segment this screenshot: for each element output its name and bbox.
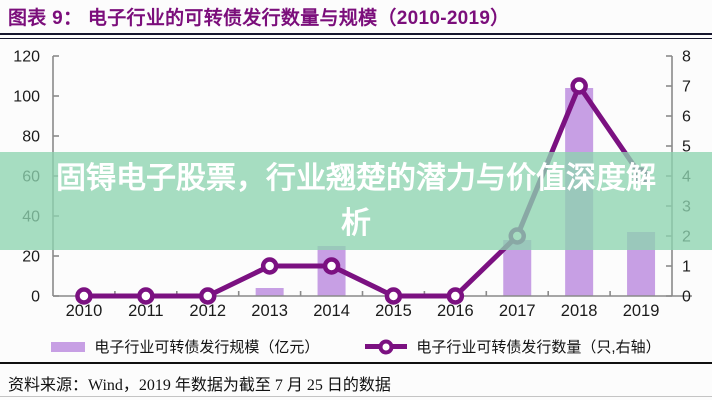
x-category-label: 2018 — [561, 302, 598, 320]
marker-2016 — [446, 287, 465, 305]
right-tick-label: 1 — [682, 259, 691, 276]
legend-item-scale: 电子行业可转债发行规模（亿元） — [51, 336, 319, 357]
header: 图表 9： 电子行业的可转债发行数量与规模（2010-2019） — [0, 0, 712, 33]
overlay-banner: 固锝电子股票，行业翘楚的潜力与价值深度解析 — [0, 152, 712, 250]
bottom-divider — [0, 396, 712, 397]
x-category-label: 2010 — [66, 302, 103, 320]
marker-2018 — [570, 77, 588, 95]
marker-2014 — [322, 257, 341, 275]
right-tick-label: 5 — [682, 139, 691, 156]
overlay-text: 固锝电子股票，行业翘楚的潜力与价值深度解析 — [56, 162, 656, 240]
x-category-label: 2012 — [189, 302, 226, 320]
x-category-label: 2013 — [251, 302, 288, 320]
right-tick-label: 8 — [682, 49, 691, 66]
source-text: 资料来源：Wind，2019 年数据为截至 7 月 25 日的数据 — [8, 377, 391, 394]
left-tick-label: 0 — [31, 289, 40, 306]
title-divider — [0, 33, 712, 39]
line-marker-swatch-icon — [365, 344, 408, 349]
left-tick-label: 100 — [13, 89, 40, 106]
left-tick-label: 20 — [22, 249, 40, 266]
right-tick-label: 6 — [682, 109, 691, 126]
left-tick-label: 80 — [22, 129, 40, 146]
source-note: 资料来源：Wind，2019 年数据为截至 7 月 25 日的数据 — [0, 362, 712, 395]
marker-2011 — [137, 287, 155, 305]
right-tick-label: 0 — [682, 289, 691, 306]
marker-2010 — [75, 287, 93, 305]
x-category-label: 2016 — [437, 302, 474, 320]
legend: 电子行业可转债发行规模（亿元） 电子行业可转债发行数量（只,右轴） — [0, 336, 712, 357]
marker-2012 — [199, 287, 217, 305]
x-category-label: 2019 — [623, 302, 660, 320]
right-tick-label: 7 — [682, 79, 691, 96]
x-category-label: 2015 — [375, 302, 412, 320]
page-title: 图表 9： 电子行业的可转债发行数量与规模（2010-2019） — [8, 8, 510, 29]
left-tick-label: 120 — [13, 49, 40, 66]
marker-2013 — [260, 257, 279, 275]
marker-2015 — [384, 287, 403, 305]
legend-label-count: 电子行业可转债发行数量（只,右轴） — [416, 339, 661, 356]
bar-swatch-icon — [51, 341, 86, 352]
x-category-label: 2014 — [313, 302, 350, 320]
legend-item-count: 电子行业可转债发行数量（只,右轴） — [365, 336, 661, 357]
legend-label-scale: 电子行业可转债发行规模（亿元） — [94, 339, 320, 356]
bar-2013 — [255, 288, 284, 296]
x-category-label: 2011 — [128, 302, 163, 320]
x-category-label: 2017 — [499, 302, 536, 320]
